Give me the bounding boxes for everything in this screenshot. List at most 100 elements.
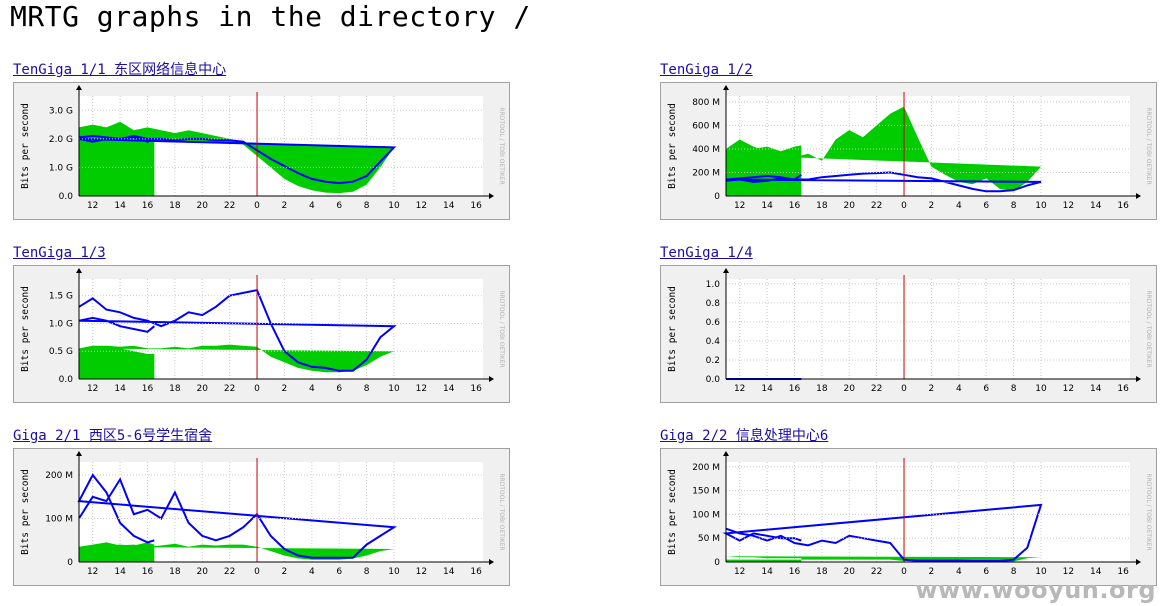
x-tick-label: 4 <box>956 201 962 211</box>
y-tick-label: 0.6 <box>706 318 721 328</box>
rrdtool-credit: RRDTOOL / TOBI OETIKER <box>1145 473 1152 550</box>
x-tick-label: 14 <box>114 567 126 577</box>
x-tick-label: 8 <box>1011 201 1017 211</box>
y-tick-label: 800 M <box>692 98 720 108</box>
series-out-line <box>78 288 397 372</box>
y-axis-label: Bits per second <box>667 469 678 555</box>
x-tick-label: 4 <box>956 567 962 577</box>
x-tick-label: 18 <box>169 384 181 394</box>
x-tick-label: 6 <box>983 567 989 577</box>
watermark: www.wooyun.org <box>915 576 1156 604</box>
x-tick-label: 10 <box>1035 384 1047 394</box>
y-axis-arrow <box>76 268 82 273</box>
x-tick-label: 14 <box>761 201 773 211</box>
x-tick-label: 14 <box>114 384 126 394</box>
graph-link-tengiga-1-1[interactable]: TenGiga 1/1 东区网络信息中心 <box>13 62 227 78</box>
rrdtool-credit: RRDTOOL / TOBI OETIKER <box>498 473 505 550</box>
y-axis-arrow <box>723 268 729 273</box>
x-tick-label: 4 <box>956 384 962 394</box>
y-axis-label: Bits per second <box>667 286 678 372</box>
chart-tengiga-1-1[interactable]: 0.0 1.0 G 2.0 G 3.0 G 12 14 16 18 20 22 0 2 4 6 8 10 12 1… <box>13 82 510 220</box>
graph-link-giga-2-1[interactable]: Giga 2/1 西区5-6号学生宿舍 <box>13 428 213 444</box>
x-tick-label: 20 <box>844 567 856 577</box>
x-tick-label: 16 <box>1117 201 1129 211</box>
x-tick-label: 16 <box>470 384 482 394</box>
x-tick-label: 0 <box>901 384 907 394</box>
x-tick-label: 14 <box>761 567 773 577</box>
y-tick-label: 2.0 G <box>49 135 73 145</box>
x-tick-label: 2 <box>282 201 288 211</box>
y-tick-label: 0.0 <box>59 375 74 385</box>
series-in-area <box>79 344 394 379</box>
chart-giga-2-1[interactable]: 0 100 M 200 M 12 14 16 18 20 22 0 2 4 6 8 10 12 14 16 Bits… <box>13 448 510 586</box>
x-axis-arrow <box>489 559 494 565</box>
x-tick-label: 12 <box>734 201 745 211</box>
y-tick-label: 100 M <box>45 515 73 525</box>
x-tick-label: 22 <box>224 384 235 394</box>
x-tick-label: 14 <box>443 201 455 211</box>
y-axis-arrow <box>723 451 729 456</box>
x-tick-label: 20 <box>844 384 856 394</box>
x-tick-label: 12 <box>87 567 98 577</box>
x-tick-label: 2 <box>929 384 935 394</box>
x-tick-label: 2 <box>929 201 935 211</box>
x-tick-label: 14 <box>443 384 455 394</box>
y-tick-label: 0 <box>714 558 720 568</box>
y-axis-label: Bits per second <box>20 469 31 555</box>
chart-tengiga-1-4[interactable]: 0.0 0.2 0.4 0.6 0.8 1.0 12 14 16 18 20 22 0 2 4 6 8 10 12 1… <box>660 265 1157 403</box>
x-tick-label: 20 <box>197 567 209 577</box>
series-out-line <box>725 171 1042 193</box>
chart-giga-2-2[interactable]: 0 50 M 100 M 150 M 200 M 12 14 16 18 20 22 0 2 4 6 8 10 1… <box>660 448 1157 586</box>
rrdtool-credit: RRDTOOL / TOBI OETIKER <box>1145 290 1152 367</box>
x-axis-arrow <box>1136 376 1141 382</box>
chart-tengiga-1-3[interactable]: 0.0 0.5 G 1.0 G 1.5 G 12 14 16 18 20 22 0 2 4 6 8 10 12 1… <box>13 265 510 403</box>
x-tick-label: 12 <box>416 384 427 394</box>
graph-block-giga-2-2: Giga 2/2 信息处理中心6 0 50 M 100 M 150 M 200 M 12 1… <box>660 426 1160 586</box>
x-tick-label: 22 <box>224 201 235 211</box>
x-tick-label: 0 <box>254 567 260 577</box>
x-tick-label: 22 <box>224 567 235 577</box>
y-axis-arrow <box>76 451 82 456</box>
y-tick-label: 0.2 <box>706 356 720 366</box>
chart-tengiga-1-2[interactable]: 0 200 M 400 M 600 M 800 M 12 14 16 18 20 22 0 2 4 6 8 10… <box>660 82 1157 220</box>
x-tick-label: 4 <box>309 567 315 577</box>
x-tick-label: 18 <box>816 567 828 577</box>
x-tick-label: 2 <box>282 567 288 577</box>
x-tick-label: 6 <box>983 201 989 211</box>
y-tick-label: 1.5 G <box>49 292 73 302</box>
x-tick-label: 8 <box>364 384 370 394</box>
x-tick-label: 0 <box>901 201 907 211</box>
rrdtool-credit: RRDTOOL / TOBI OETIKER <box>498 107 505 184</box>
x-axis-arrow <box>1136 559 1141 565</box>
y-tick-label: 3.0 G <box>49 106 73 116</box>
x-tick-label: 8 <box>364 201 370 211</box>
x-tick-label: 12 <box>734 384 745 394</box>
x-tick-label: 12 <box>87 384 98 394</box>
x-tick-label: 16 <box>142 384 154 394</box>
x-axis-arrow <box>1136 193 1141 199</box>
x-tick-label: 16 <box>470 201 482 211</box>
x-tick-label: 14 <box>1090 567 1102 577</box>
x-tick-label: 6 <box>336 384 342 394</box>
x-tick-label: 6 <box>336 201 342 211</box>
x-tick-label: 12 <box>1063 567 1074 577</box>
series-out-line <box>77 473 398 559</box>
graph-block-tengiga-1-4: TenGiga 1/4 0.0 0.2 0.4 0.6 0.8 1.0 12 14 16 18 20… <box>660 243 1160 403</box>
x-tick-label: 18 <box>816 201 828 211</box>
graph-link-giga-2-2[interactable]: Giga 2/2 信息处理中心6 <box>660 428 829 444</box>
x-tick-label: 2 <box>929 567 935 577</box>
y-tick-label: 0.0 <box>706 375 721 385</box>
x-tick-label: 10 <box>388 384 400 394</box>
graph-block-tengiga-1-1: TenGiga 1/1 东区网络信息中心 0.0 1.0 G 2.0 G 3.0 G 1… <box>13 60 513 220</box>
x-tick-label: 16 <box>142 201 154 211</box>
graph-link-tengiga-1-4[interactable]: TenGiga 1/4 <box>660 245 753 261</box>
graph-link-tengiga-1-3[interactable]: TenGiga 1/3 <box>13 245 106 261</box>
y-tick-label: 100 M <box>692 510 720 520</box>
x-tick-label: 12 <box>416 567 427 577</box>
x-tick-label: 10 <box>388 201 400 211</box>
x-tick-label: 10 <box>1035 567 1047 577</box>
y-tick-label: 200 M <box>692 463 720 473</box>
y-tick-label: 0.4 <box>706 337 721 347</box>
x-tick-label: 14 <box>114 201 126 211</box>
graph-link-tengiga-1-2[interactable]: TenGiga 1/2 <box>660 62 753 78</box>
